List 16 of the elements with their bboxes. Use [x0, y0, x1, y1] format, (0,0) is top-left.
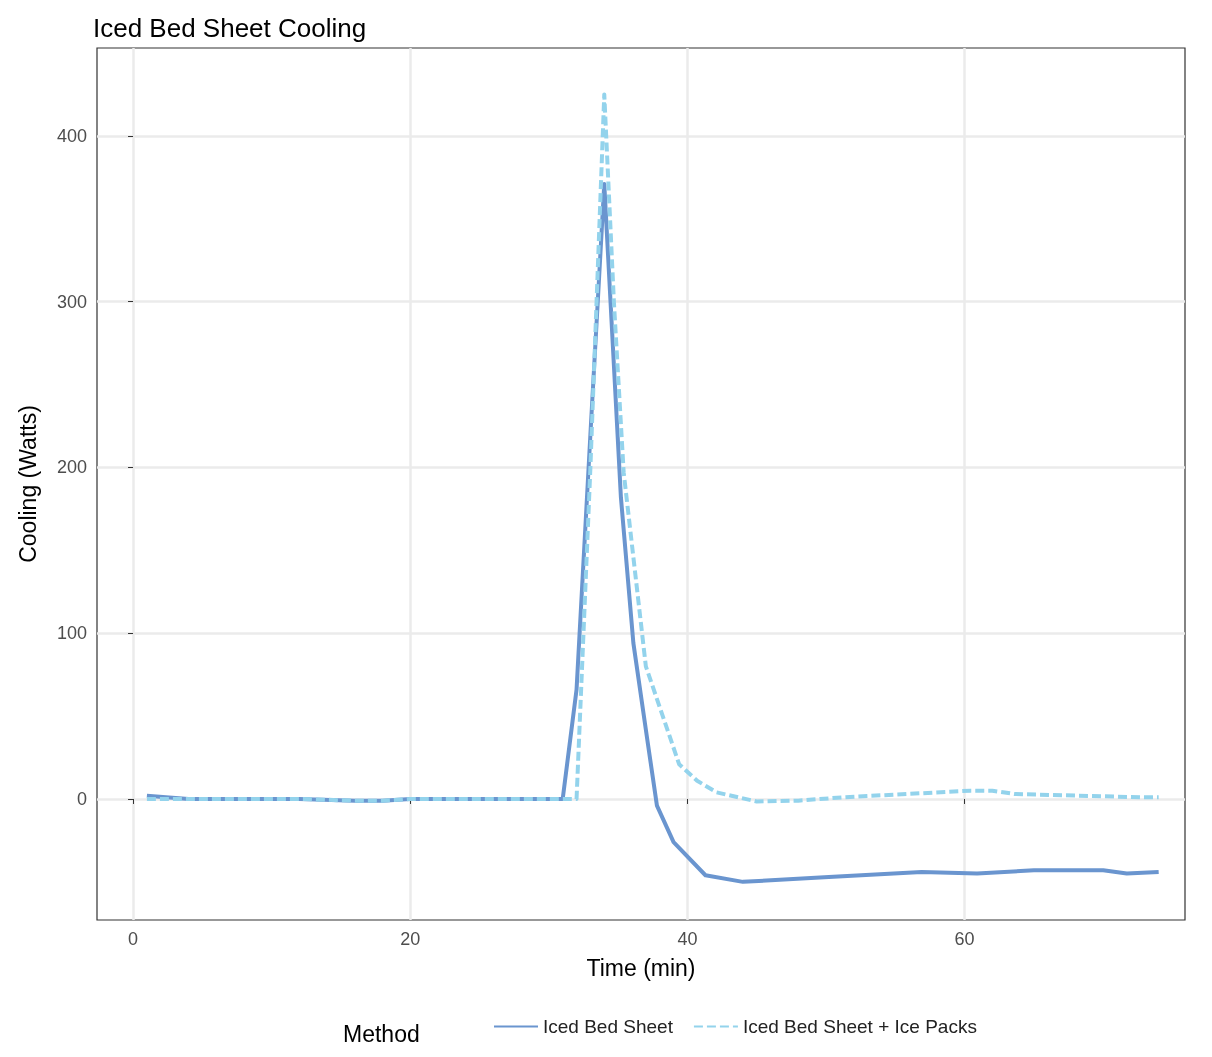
y-axis-title: Cooling (Watts)	[14, 405, 41, 563]
chart-title: Iced Bed Sheet Cooling	[93, 13, 367, 43]
x-axis-title: Time (min)	[586, 954, 696, 981]
x-tick-label: 20	[400, 929, 421, 949]
y-tick-label: 100	[56, 623, 87, 644]
x-tick-label: 0	[128, 929, 139, 949]
y-tick-label: 400	[56, 125, 87, 146]
y-tick-label: 200	[56, 457, 87, 478]
y-tick-label: 300	[56, 291, 87, 312]
legend-label: Iced Bed Sheet	[543, 1016, 674, 1037]
line-series	[144, 92, 1161, 804]
legend-title: Method	[343, 1020, 420, 1047]
x-tick-label: 40	[677, 929, 698, 949]
y-tick-label: 0	[76, 788, 87, 809]
legend-label: Iced Bed Sheet + Ice Packs	[742, 1016, 977, 1037]
x-tick-label: 60	[954, 929, 975, 949]
